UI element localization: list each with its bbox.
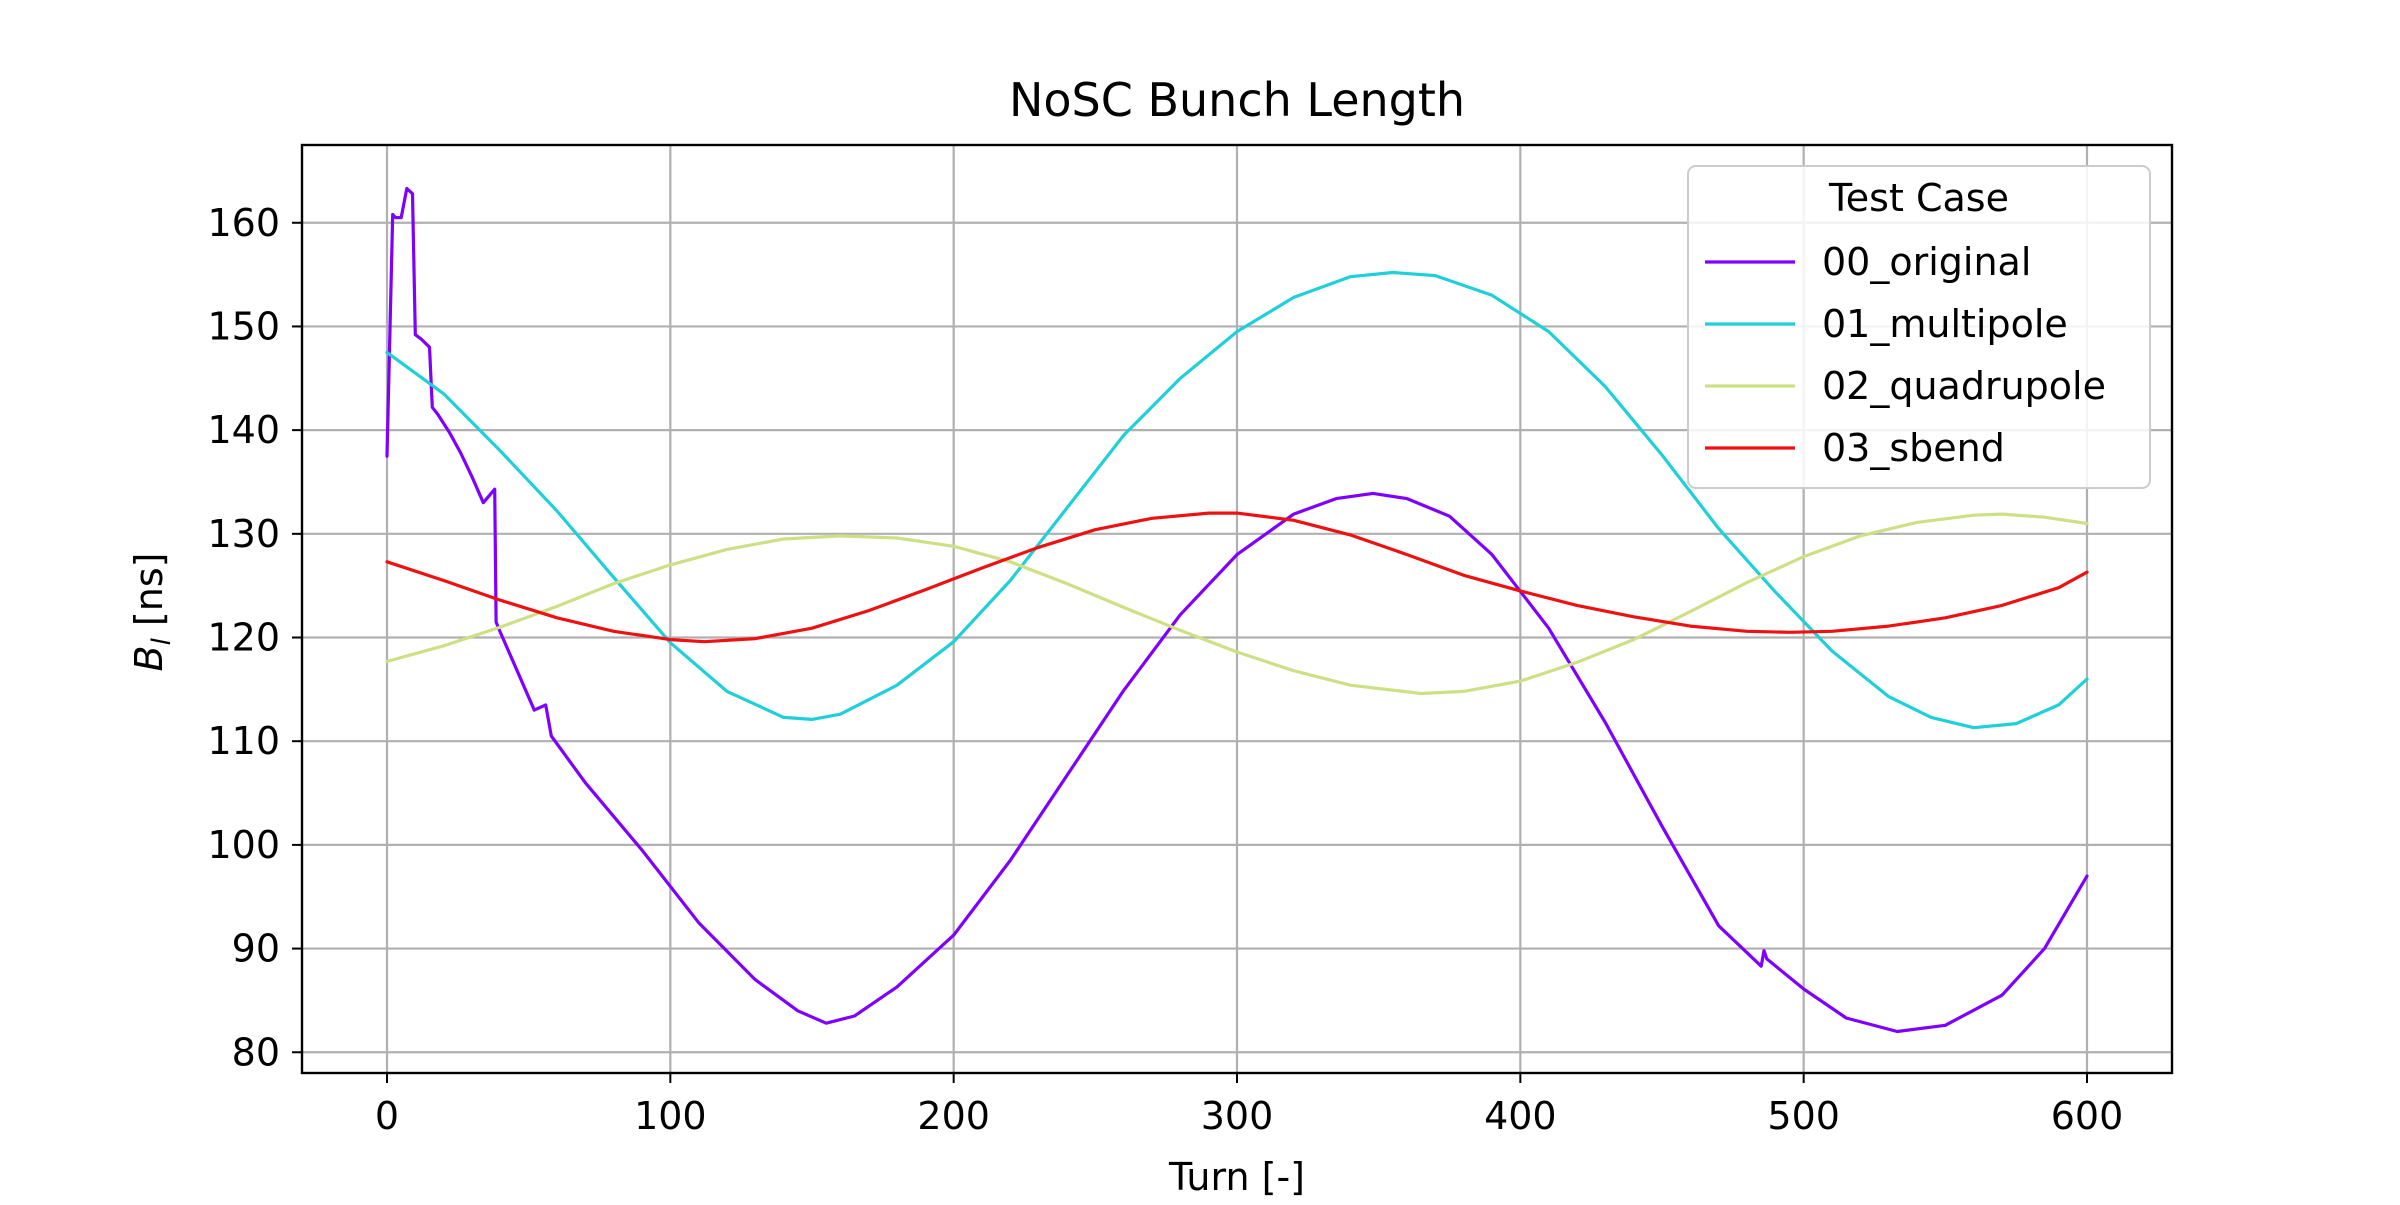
legend-label: 02_quadrupole	[1822, 364, 2106, 408]
legend-label: 03_sbend	[1822, 426, 2005, 470]
series-line-03_sbend	[385, 511, 2089, 644]
y-axis-label-unit: [ns]	[127, 553, 171, 639]
chart-title: NoSC Bunch Length	[1009, 73, 1465, 127]
y-tick-label: 160	[207, 201, 280, 245]
series-line-02_quadrupole	[385, 512, 2089, 696]
legend-entries: 00_original 01_multipole 02_quadrupole 03_s…	[1705, 240, 2106, 470]
y-tick-label: 140	[207, 408, 280, 452]
y-tick-label: 120	[207, 616, 280, 660]
legend-label: 00_original	[1822, 240, 2031, 284]
x-tick-label: 100	[634, 1094, 707, 1138]
x-axis-label: Turn [-]	[1168, 1155, 1305, 1199]
y-tick-label: 130	[207, 512, 280, 556]
y-tick-label: 100	[207, 823, 280, 867]
y-tick-label: 90	[232, 927, 280, 971]
ticks-layer: 0 100 200 300 400 500 600 80 90 100 110 120 130 140 15…	[207, 201, 2123, 1138]
y-tick-label: 80	[232, 1030, 280, 1074]
x-tick-label: 200	[917, 1094, 990, 1138]
y-tick-label: 110	[207, 719, 280, 763]
legend: Test Case 00_original 01_multipole 02_quad…	[1687, 165, 2151, 489]
series-layer	[385, 186, 2089, 1034]
y-axis-label-subscript: l	[147, 637, 177, 645]
x-tick-label: 600	[2051, 1094, 2124, 1138]
y-axis-label-symbol: B	[127, 645, 171, 671]
legend-label: 01_multipole	[1822, 302, 2068, 346]
series-line-01_multipole	[385, 270, 2089, 730]
y-axis-label: Bl [ns]	[127, 553, 177, 672]
y-tick-label: 150	[207, 304, 280, 348]
legend-title: Test Case	[1828, 176, 2009, 220]
x-tick-label: 500	[1767, 1094, 1840, 1138]
x-tick-label: 300	[1201, 1094, 1274, 1138]
x-tick-label: 400	[1484, 1094, 1557, 1138]
legend-box	[1687, 165, 2151, 489]
series-line-00_original	[385, 186, 2089, 1034]
x-tick-label: 0	[375, 1094, 399, 1138]
